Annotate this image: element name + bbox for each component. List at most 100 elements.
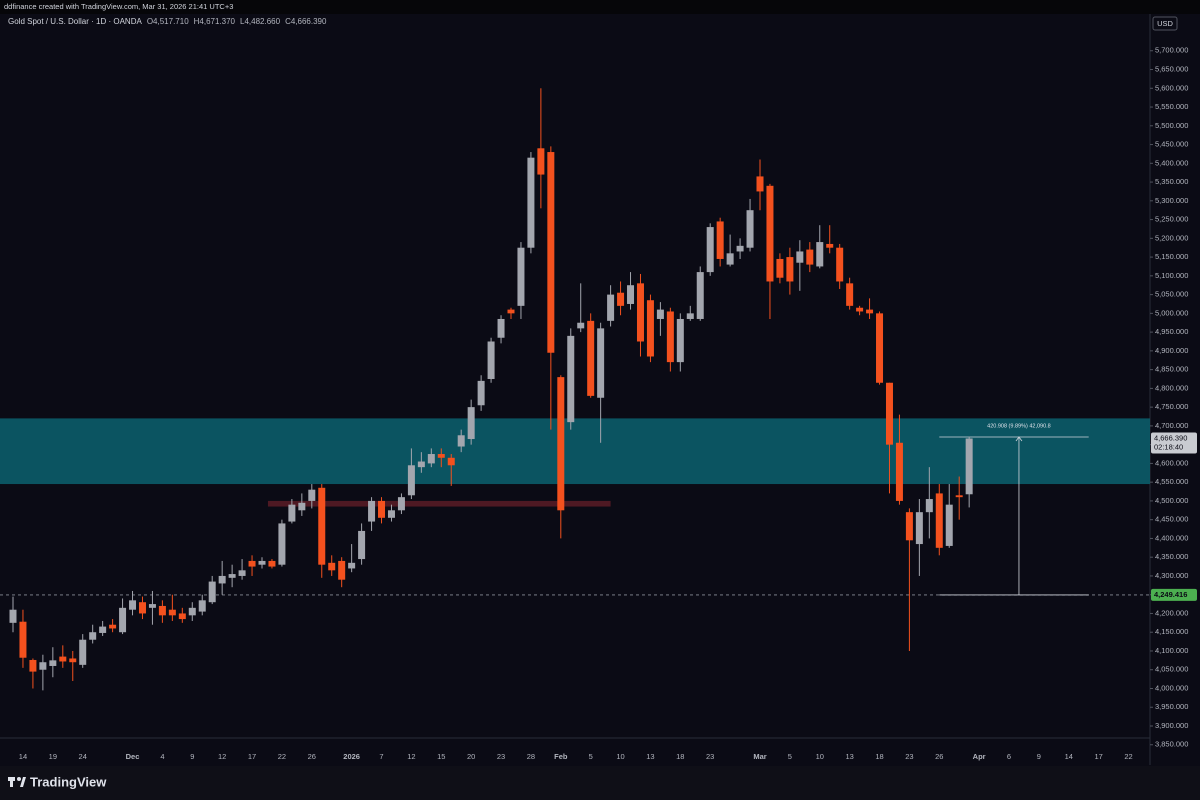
candle-body bbox=[258, 560, 266, 565]
measure-arrow bbox=[1015, 436, 1023, 442]
y-tick-label: 5,100.000 bbox=[1155, 271, 1188, 280]
countdown: 02:18:40 bbox=[1154, 442, 1183, 451]
candle-body bbox=[846, 283, 854, 306]
top-bar-text: ddfinance created with TradingView.com, … bbox=[4, 2, 233, 11]
x-tick-label: 22 bbox=[278, 752, 286, 761]
currency: USD bbox=[1157, 19, 1173, 28]
y-tick-label: 4,150.000 bbox=[1155, 627, 1188, 636]
candle-body bbox=[517, 247, 525, 306]
x-tick-label: 12 bbox=[407, 752, 415, 761]
x-tick-label: 17 bbox=[1094, 752, 1102, 761]
candle-body bbox=[666, 311, 674, 363]
y-tick-label: 4,600.000 bbox=[1155, 458, 1188, 467]
y-tick-label: 5,050.000 bbox=[1155, 290, 1188, 299]
candle-body bbox=[417, 461, 425, 468]
candle-body bbox=[168, 609, 176, 616]
candle-body bbox=[407, 465, 415, 496]
y-tick-label: 5,300.000 bbox=[1155, 196, 1188, 205]
candle-body bbox=[338, 560, 346, 580]
candle-body bbox=[816, 242, 824, 267]
candle-body bbox=[776, 258, 784, 278]
x-tick-label: 10 bbox=[616, 752, 624, 761]
candle-body bbox=[557, 377, 565, 511]
candle-body bbox=[806, 249, 814, 265]
x-tick-label: 5 bbox=[788, 752, 792, 761]
candle-body bbox=[965, 438, 973, 495]
x-tick-label: 13 bbox=[646, 752, 654, 761]
x-tick-label: 4 bbox=[160, 752, 164, 761]
candle-body bbox=[397, 497, 405, 511]
x-tick-label: 28 bbox=[527, 752, 535, 761]
candle-body bbox=[467, 407, 475, 440]
x-tick-label: 23 bbox=[905, 752, 913, 761]
x-tick-label: 23 bbox=[706, 752, 714, 761]
candle-body bbox=[477, 380, 485, 406]
y-tick-label: 4,700.000 bbox=[1155, 421, 1188, 430]
x-tick-label: 24 bbox=[79, 752, 87, 761]
y-tick-label: 5,500.000 bbox=[1155, 121, 1188, 130]
candle-body bbox=[39, 662, 47, 670]
candle-body bbox=[328, 562, 336, 571]
candle-body bbox=[885, 382, 893, 445]
candle-body bbox=[876, 313, 884, 383]
y-tick-label: 4,500.000 bbox=[1155, 496, 1188, 505]
candle-body bbox=[646, 300, 654, 357]
labels-layer: 3,850.000 3,900.000 3,950.000 4,000.000 4,05… bbox=[19, 46, 1197, 761]
candle-body bbox=[178, 613, 186, 620]
candle-body bbox=[726, 253, 734, 265]
y-tick-label: 5,400.000 bbox=[1155, 158, 1188, 167]
marks-layer bbox=[9, 88, 973, 691]
candle-body bbox=[89, 632, 97, 640]
price-line-label-box bbox=[1151, 588, 1197, 601]
candle-body bbox=[786, 257, 794, 282]
candle-body bbox=[19, 621, 27, 658]
candle-body bbox=[736, 245, 744, 252]
x-tick-label: 2026 bbox=[343, 752, 360, 761]
candle-body bbox=[248, 560, 256, 567]
y-tick-label: 5,150.000 bbox=[1155, 252, 1188, 261]
candle-body bbox=[617, 292, 625, 306]
candle-body bbox=[487, 341, 495, 380]
candle-body bbox=[607, 294, 615, 321]
x-tick-label: 9 bbox=[1037, 752, 1041, 761]
y-tick-label: 5,000.000 bbox=[1155, 308, 1188, 317]
x-tick-label: 14 bbox=[19, 752, 27, 761]
candle-body bbox=[318, 487, 326, 565]
candle-body bbox=[577, 322, 585, 329]
candle-body bbox=[497, 318, 505, 338]
x-tick-label: 14 bbox=[1065, 752, 1073, 761]
candle-body bbox=[198, 600, 206, 612]
y-tick-label: 4,050.000 bbox=[1155, 665, 1188, 674]
y-tick-label: 4,350.000 bbox=[1155, 552, 1188, 561]
candle-body bbox=[208, 581, 216, 603]
last-price-label: 4,666.390 bbox=[1154, 433, 1187, 442]
y-tick-label: 4,100.000 bbox=[1155, 646, 1188, 655]
candle-body bbox=[368, 500, 376, 522]
candle-body bbox=[378, 500, 386, 518]
candle-body bbox=[756, 176, 764, 192]
x-tick-label: 5 bbox=[589, 752, 593, 761]
y-tick-label: 5,550.000 bbox=[1155, 102, 1188, 111]
candle-body bbox=[348, 562, 356, 569]
candle-body bbox=[109, 624, 117, 629]
ohlc-value: C4,666.390 bbox=[285, 17, 327, 26]
brand-logo bbox=[8, 777, 26, 787]
y-tick-label: 4,400.000 bbox=[1155, 533, 1188, 542]
candle-body bbox=[308, 489, 316, 501]
y-tick-label: 5,600.000 bbox=[1155, 83, 1188, 92]
last-price-box bbox=[1151, 432, 1197, 454]
x-tick-label: Mar bbox=[753, 752, 766, 761]
x-tick-label: Apr bbox=[973, 752, 986, 761]
candle-body bbox=[716, 221, 724, 259]
x-tick-label: Feb bbox=[554, 752, 568, 761]
y-tick-label: 4,800.000 bbox=[1155, 383, 1188, 392]
footer bbox=[0, 766, 1200, 800]
x-tick-label: 9 bbox=[190, 752, 194, 761]
y-tick-label: 4,000.000 bbox=[1155, 683, 1188, 692]
candle-body bbox=[746, 210, 754, 248]
candle-body bbox=[537, 148, 545, 175]
y-tick-label: 4,850.000 bbox=[1155, 365, 1188, 374]
candle-body bbox=[567, 335, 575, 423]
